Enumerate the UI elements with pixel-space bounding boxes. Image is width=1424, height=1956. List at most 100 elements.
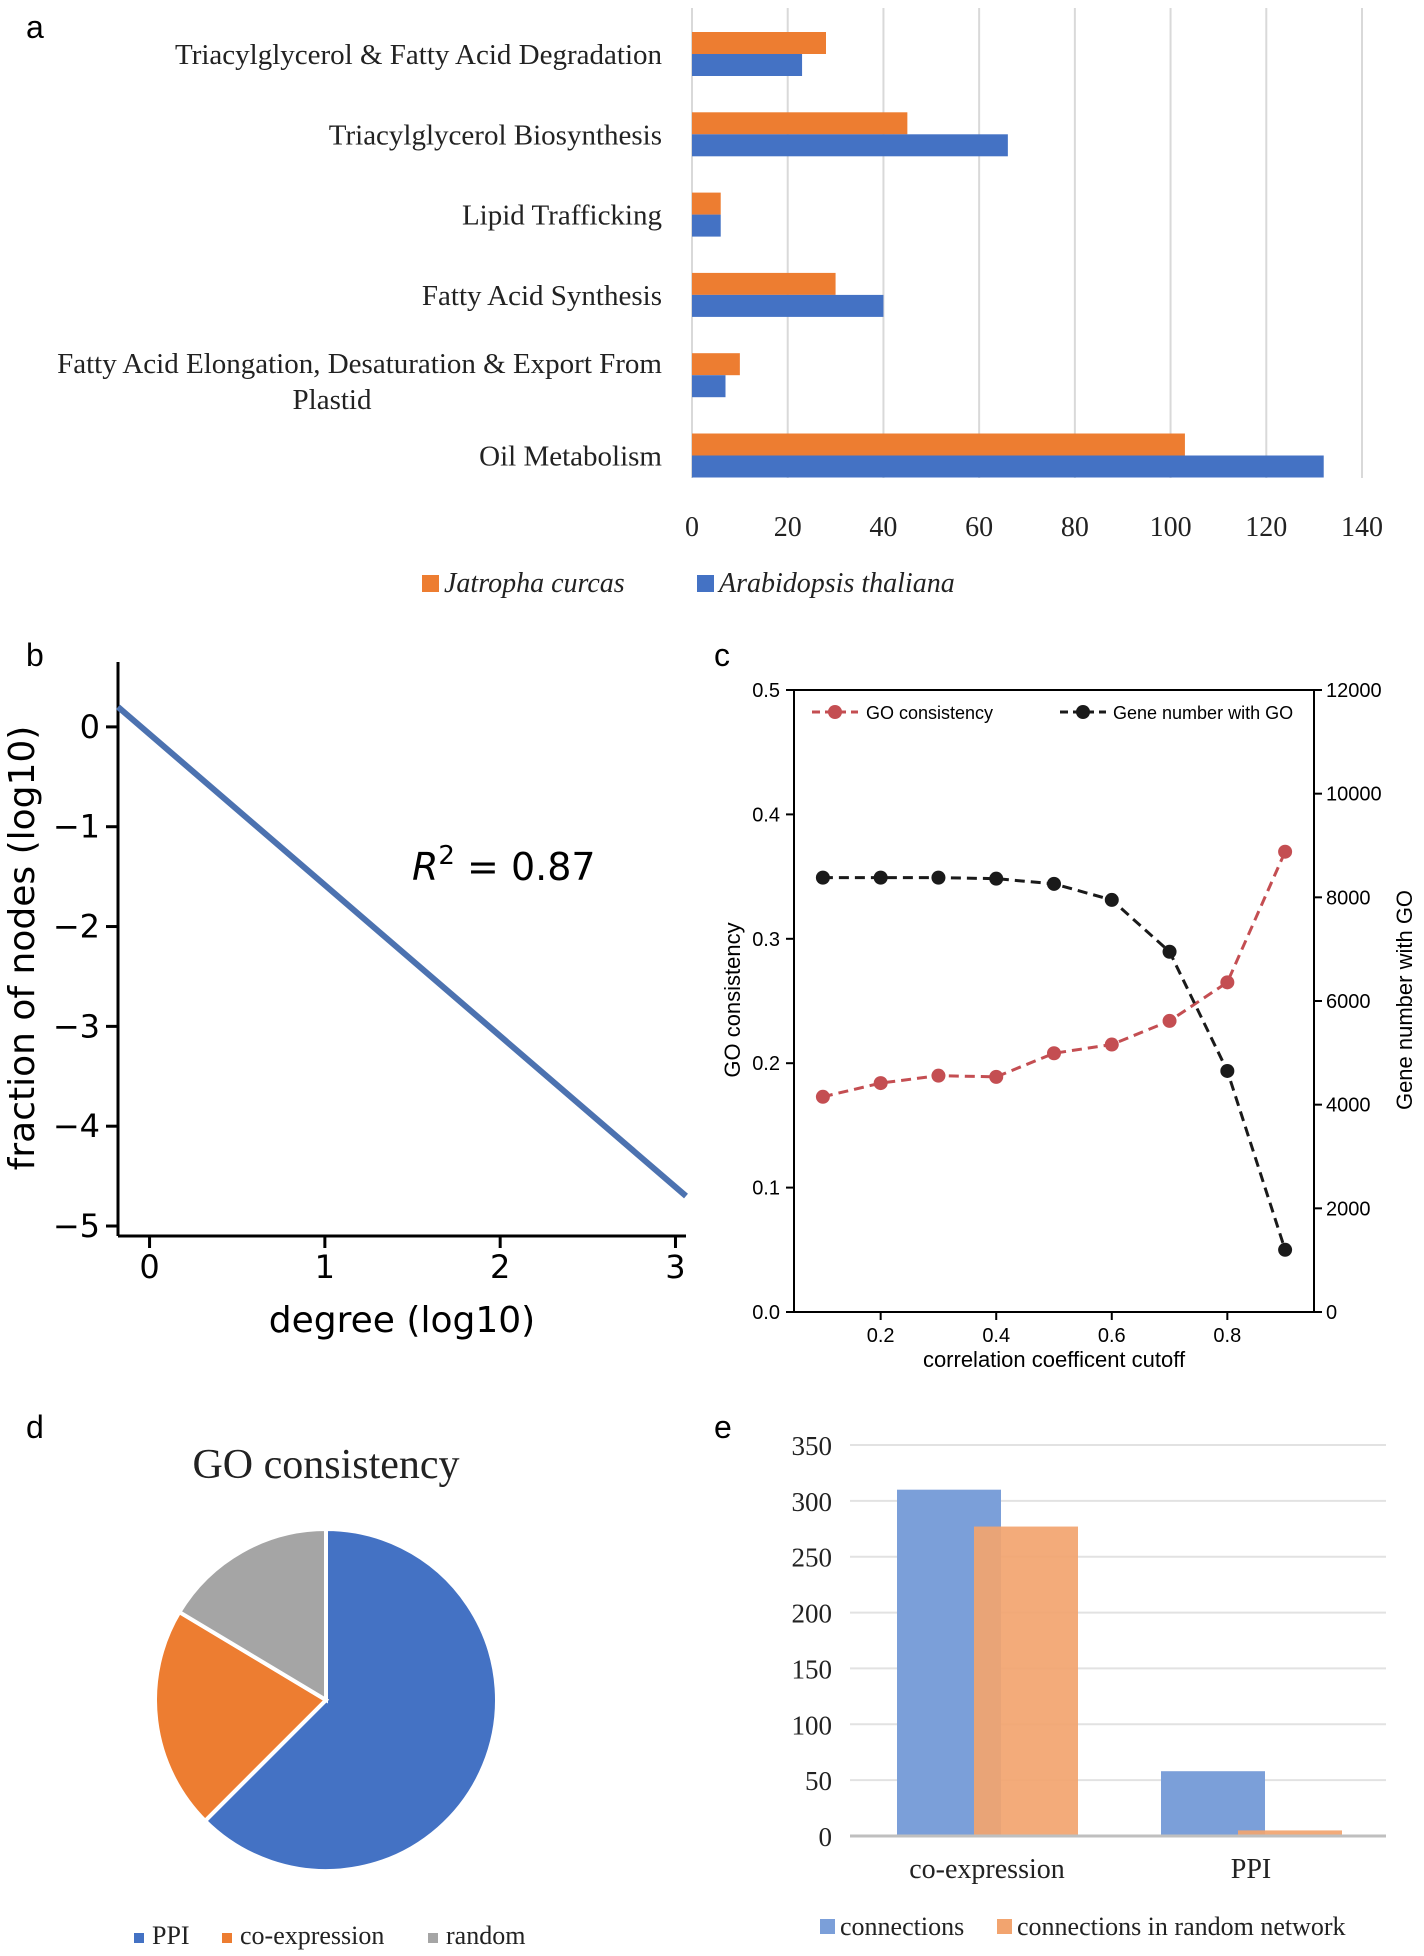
chart-e-connections-bars: 0 50 100 150 200 250 300 350 co-expression PPI con…	[792, 1431, 1386, 1941]
c-gene-number-point	[1278, 1242, 1293, 1257]
c-plot-frame	[793, 689, 1315, 1313]
e-y-tick-label: 0	[819, 1822, 833, 1852]
c-legend-go-consistency: GO consistency	[866, 703, 993, 723]
d-pie-slice-random	[176, 1526, 328, 1704]
b-x-tick-label: 1	[315, 1248, 335, 1286]
c-x-tick-label: 0.6	[1098, 1325, 1126, 1347]
c-gene-number-point	[1104, 892, 1119, 907]
b-y-axis-label: fraction of nodes (log10)	[2, 726, 43, 1171]
c-go-consistency-point	[873, 1076, 888, 1091]
c-x-axis-label: correlation coefficent cutoff	[923, 1347, 1186, 1372]
a-x-tick-label: 80	[1061, 512, 1089, 543]
b-y-tick-label: −1	[53, 808, 100, 846]
panel-label-e: e	[714, 1409, 732, 1445]
d-legend-random: random	[446, 1921, 525, 1950]
e-y-tick-label: 250	[792, 1543, 833, 1573]
panel-label-c: c	[714, 637, 730, 673]
c-go-consistency-point	[1278, 844, 1293, 859]
chart-b-degree-distribution: 0 −1 −2 −3 −4 −5 0 1 2 3 R2 = 0.87 degree (log10) fr…	[2, 662, 688, 1341]
a-category-label: Fatty Acid Elongation, Desaturation & Ex…	[57, 348, 662, 380]
a-x-tick-label: 40	[869, 512, 897, 543]
panel-label-d: d	[26, 1409, 44, 1445]
b-y-tick-label: −4	[53, 1107, 100, 1145]
b-fit-line	[116, 704, 688, 1199]
c-legend-marker-gene	[1076, 705, 1090, 719]
e-y-tick-label: 100	[792, 1710, 833, 1740]
a-bar-jatropha	[692, 192, 721, 215]
c-go-consistency-point	[1162, 1013, 1177, 1028]
e-x-category-label: PPI	[1231, 1854, 1271, 1885]
a-x-tick-label: 120	[1245, 512, 1287, 543]
c-y-right-tick-label: 4000	[1326, 1095, 1371, 1117]
chart-d-pie: GO consistency PPI co-expression random	[134, 1442, 525, 1950]
d-legend-co-expression: co-expression	[240, 1921, 384, 1950]
a-bar-jatropha	[692, 112, 908, 135]
c-x-tick-label: 0.4	[982, 1325, 1010, 1347]
b-y-tick-label: −3	[53, 1007, 100, 1045]
c-x-tick-label: 0.8	[1213, 1325, 1241, 1347]
e-bar-random-network	[974, 1526, 1078, 1836]
e-legend-swatch-connections	[820, 1919, 835, 1934]
b-x-axis-label: degree (log10)	[269, 1300, 535, 1341]
c-y-right-tick-label: 2000	[1326, 1198, 1371, 1220]
e-y-tick-label: 200	[792, 1599, 833, 1629]
e-legend-connections: connections	[840, 1912, 964, 1941]
c-go-consistency-point	[989, 1069, 1004, 1084]
c-gene-number-line	[822, 876, 1287, 1251]
d-legend-swatch-PPI	[134, 1933, 144, 1943]
c-y-left-tick-label: 0.1	[752, 1178, 780, 1200]
c-y-left-tick-label: 0.5	[752, 680, 780, 702]
c-y-left-tick-label: 0.4	[752, 804, 780, 826]
e-x-category-label: co-expression	[909, 1854, 1065, 1885]
d-pie-slice-PPI	[202, 1526, 499, 1873]
c-x-tick-label: 0.2	[867, 1325, 895, 1347]
a-bar-jatropha	[692, 433, 1185, 456]
b-y-tick-label: −2	[53, 908, 100, 946]
e-y-tick-label: 350	[792, 1431, 833, 1461]
d-legend-swatch-random	[428, 1933, 438, 1943]
c-go-consistency-point	[931, 1068, 946, 1083]
e-bar-random-network	[1238, 1830, 1342, 1836]
a-bar-arabidopsis	[692, 455, 1324, 478]
c-gene-number-point	[931, 870, 946, 885]
c-go-consistency-point	[815, 1089, 830, 1104]
d-legend-swatch-co-expression	[222, 1933, 232, 1943]
c-y-right-tick-label: 12000	[1326, 680, 1382, 702]
a-legend-arabidopsis: Arabidopsis thaliana	[717, 568, 955, 599]
d-chart-title: GO consistency	[192, 1442, 459, 1488]
c-legend-marker-go	[828, 705, 842, 719]
c-y-right-tick-label: 8000	[1326, 887, 1371, 909]
e-bar-connections	[1161, 1771, 1265, 1836]
chart-a-horizontal-bars: 0 20 40 60 80 100 120 140 Triacylglycerol & Fatt…	[57, 8, 1383, 599]
a-bar-arabidopsis	[692, 54, 803, 76]
a-bar-jatropha	[692, 32, 826, 54]
c-gene-number-point	[873, 870, 888, 885]
c-gene-number-point	[815, 870, 830, 885]
c-go-consistency-point	[1047, 1046, 1061, 1061]
e-y-tick-label: 150	[792, 1654, 833, 1684]
c-go-consistency-line	[822, 851, 1287, 1099]
c-go-consistency-point	[1104, 1037, 1119, 1052]
panel-label-b: b	[26, 637, 44, 673]
b-x-tick-label: 3	[665, 1248, 685, 1286]
a-x-tick-label: 0	[685, 512, 699, 543]
c-y-right-tick-label: 10000	[1326, 784, 1382, 806]
a-category-label: Triacylglycerol Biosynthesis	[329, 119, 662, 151]
a-legend-swatch-arabidopsis	[697, 575, 714, 592]
e-y-tick-label: 50	[805, 1766, 832, 1796]
a-category-label: Plastid	[293, 384, 372, 416]
a-bar-arabidopsis	[692, 375, 726, 398]
a-category-label: Lipid Trafficking	[462, 200, 662, 232]
b-y-tick-label: 0	[80, 708, 100, 746]
c-y-left-axis-label: GO consistency	[720, 922, 745, 1077]
a-x-tick-label: 100	[1150, 512, 1192, 543]
a-legend-jatropha: Jatropha curcas	[444, 568, 625, 599]
a-category-label: Triacylglycerol & Fatty Acid Degradation	[175, 39, 662, 71]
a-bar-jatropha	[692, 353, 740, 376]
a-legend-swatch-jatropha	[422, 575, 439, 592]
a-x-tick-label: 60	[965, 512, 993, 543]
a-x-tick-label: 20	[774, 512, 802, 543]
b-y-tick-label: −5	[53, 1207, 100, 1245]
a-bar-arabidopsis	[692, 214, 721, 237]
